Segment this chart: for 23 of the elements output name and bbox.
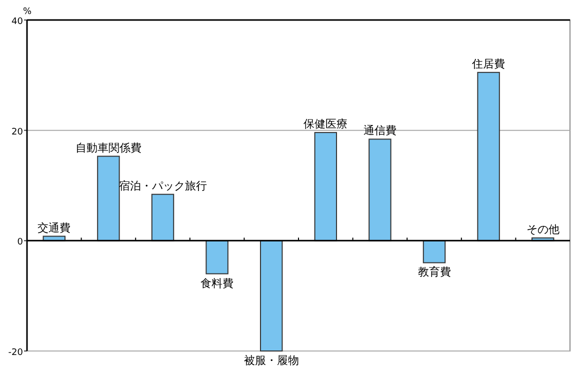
x-tick-label: 交通費: [38, 221, 71, 234]
bar: [314, 132, 338, 242]
y-axis-title: %: [23, 7, 32, 17]
y-tick-label: 20: [12, 127, 24, 138]
x-tick-label: 教育費: [418, 266, 451, 279]
bar: [97, 156, 120, 242]
x-tick-label: 通信費: [363, 124, 396, 138]
x-tick-label: 食料費: [200, 276, 234, 290]
x-tick-label: 自動車関係費: [75, 141, 142, 154]
y-tick-label: -20: [8, 348, 24, 358]
bar: [260, 240, 283, 352]
x-tick-label: 住居費: [472, 57, 506, 70]
x-tick-label: 宿泊・パック旅行: [118, 179, 207, 192]
bar: [206, 240, 228, 274]
x-tick-label: その他: [526, 222, 560, 236]
y-tick-label: 0: [17, 238, 24, 248]
bar: [422, 240, 446, 264]
bar: [477, 72, 500, 242]
x-tick-label: 保健医療: [304, 118, 348, 131]
bar: [151, 194, 174, 242]
y-tick-label: 40: [12, 17, 24, 27]
x-tick-label: 被服・履物: [244, 354, 299, 367]
bar: [368, 138, 392, 242]
